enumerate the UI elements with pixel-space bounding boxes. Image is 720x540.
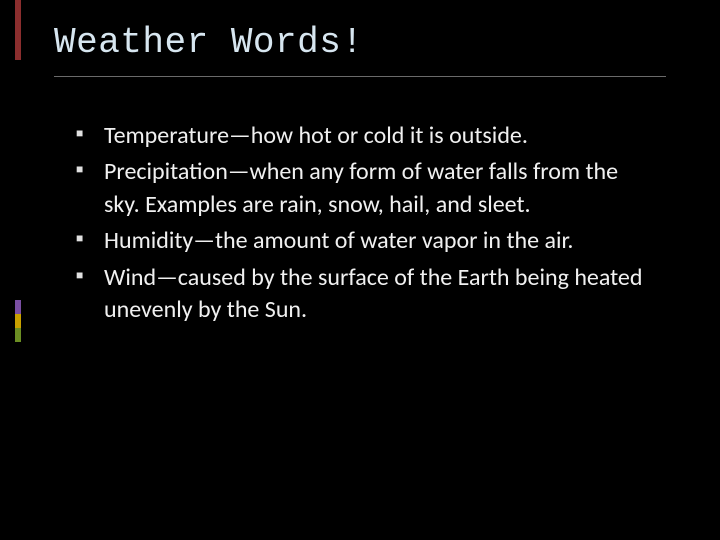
bullet-text: Humidity—the amount of water vapor in th…	[104, 226, 574, 255]
accent-seg-4	[15, 328, 21, 342]
list-item: Precipitation—when any form of water fal…	[76, 156, 656, 221]
bullet-text: Temperature—how hot or cold it is outsid…	[104, 121, 528, 150]
title-rule	[54, 76, 666, 77]
bullet-list: Temperature—how hot or cold it is outsid…	[76, 120, 656, 326]
list-item: Humidity—the amount of water vapor in th…	[76, 225, 656, 257]
slide-body: Temperature—how hot or cold it is outsid…	[76, 120, 656, 330]
accent-seg-2	[15, 300, 21, 314]
accent-strip	[15, 0, 21, 540]
list-item: Wind—caused by the surface of the Earth …	[76, 262, 656, 327]
bullet-text: Wind—caused by the surface of the Earth …	[104, 263, 642, 324]
accent-seg-1	[15, 60, 21, 300]
slide-title: Weather Words!	[54, 22, 363, 63]
list-item: Temperature—how hot or cold it is outsid…	[76, 120, 656, 152]
slide: Weather Words! Temperature—how hot or co…	[0, 0, 720, 540]
bullet-text: Precipitation—when any form of water fal…	[104, 157, 618, 218]
accent-seg-5	[15, 342, 21, 540]
accent-seg-0	[15, 0, 21, 60]
accent-seg-3	[15, 314, 21, 328]
